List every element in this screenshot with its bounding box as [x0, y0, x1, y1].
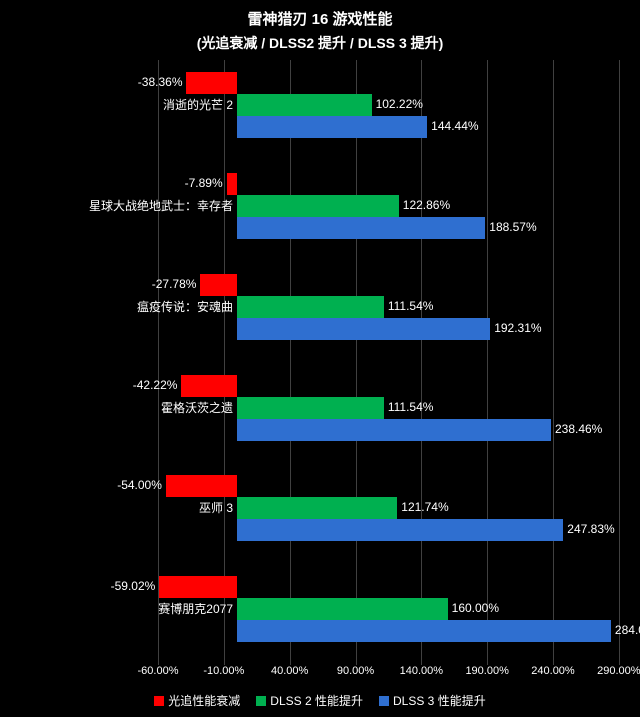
legend: 光追性能衰减 DLSS 2 性能提升 DLSS 3 性能提升	[0, 692, 640, 709]
bar-rt_drop	[186, 72, 237, 94]
game-group: -27.78%111.54%瘟疫传说：安魂曲192.31%	[158, 274, 632, 375]
x-tick-label: -60.00%	[138, 665, 179, 677]
game-name-label: 赛博朋克2077	[4, 598, 233, 620]
bar-value-label: 192.31%	[494, 321, 541, 335]
bar-value-label: 160.00%	[452, 601, 499, 615]
bar-dlss3	[237, 620, 611, 642]
bar-value-label: 247.83%	[567, 522, 614, 536]
bar-value-label: -38.36%	[138, 75, 183, 89]
bar-dlss2	[237, 195, 399, 217]
legend-item: 光追性能衰减	[154, 692, 240, 709]
bar-value-label: 144.44%	[431, 119, 478, 133]
game-name-label: 瘟疫传说：安魂曲	[4, 296, 233, 318]
game-name-label: 消逝的光芒 2	[4, 94, 233, 116]
title-block: 雷神猎刃 16 游戏性能 (光追衰减 / DLSS2 提升 / DLSS 3 提…	[0, 0, 640, 53]
chart-container: 雷神猎刃 16 游戏性能 (光追衰减 / DLSS2 提升 / DLSS 3 提…	[0, 0, 640, 717]
legend-label: DLSS 3 性能提升	[393, 694, 486, 708]
game-group: -59.02%160.00%赛博朋克2077284.00%	[158, 576, 632, 677]
chart-subtitle: (光追衰减 / DLSS2 提升 / DLSS 3 提升)	[0, 33, 640, 53]
bar-rt_drop	[159, 576, 237, 598]
bar-value-label: 188.57%	[489, 220, 536, 234]
game-group: -7.89%122.86%星球大战绝地武士：幸存者188.57%	[158, 173, 632, 274]
bar-value-label: -27.78%	[152, 277, 197, 291]
bar-value-label: 111.54%	[388, 299, 434, 313]
legend-swatch	[379, 696, 389, 706]
legend-label: DLSS 2 性能提升	[270, 694, 363, 708]
bar-dlss2	[237, 598, 448, 620]
legend-swatch	[256, 696, 266, 706]
game-group: -38.36%102.22%消逝的光芒 2144.44%	[158, 72, 632, 173]
bar-value-label: -54.00%	[117, 478, 162, 492]
x-tick-label: 90.00%	[337, 665, 374, 677]
x-tick-label: 240.00%	[531, 665, 574, 677]
legend-swatch	[154, 696, 164, 706]
bar-dlss2	[237, 497, 397, 519]
bar-dlss3	[237, 217, 485, 239]
bar-value-label: -7.89%	[185, 176, 223, 190]
x-tick-label: 40.00%	[271, 665, 308, 677]
bar-rt_drop	[227, 173, 237, 195]
legend-item: DLSS 3 性能提升	[379, 692, 486, 709]
bar-dlss2	[237, 296, 384, 318]
game-name-label: 巫师 3	[4, 497, 233, 519]
bar-dlss2	[237, 94, 372, 116]
bar-rt_drop	[166, 475, 237, 497]
bar-value-label: -59.02%	[111, 579, 156, 593]
bar-value-label: -42.22%	[133, 378, 178, 392]
game-group: -54.00%121.74%巫师 3247.83%	[158, 475, 632, 576]
bar-dlss3	[237, 519, 563, 541]
x-axis: -60.00%-10.00%40.00%90.00%140.00%190.00%…	[158, 665, 632, 685]
bar-rt_drop	[181, 375, 237, 397]
x-tick-label: 290.00%	[597, 665, 640, 677]
x-tick-label: 140.00%	[400, 665, 443, 677]
legend-item: DLSS 2 性能提升	[256, 692, 363, 709]
bar-dlss2	[237, 397, 384, 419]
bar-value-label: 111.54%	[388, 400, 434, 414]
bar-value-label: 122.86%	[403, 198, 450, 212]
bar-value-label: 121.74%	[401, 500, 448, 514]
bar-dlss3	[237, 116, 427, 138]
bar-dlss3	[237, 318, 490, 340]
bar-value-label: 238.46%	[555, 422, 602, 436]
game-name-label: 霍格沃茨之遗	[4, 397, 233, 419]
game-name-label: 星球大战绝地武士：幸存者	[4, 195, 233, 217]
x-tick-label: 190.00%	[465, 665, 508, 677]
x-tick-label: -10.00%	[203, 665, 244, 677]
legend-label: 光追性能衰减	[168, 694, 240, 708]
bar-value-label: 284.00%	[615, 623, 640, 637]
bar-dlss3	[237, 419, 551, 441]
plot-area: -38.36%102.22%消逝的光芒 2144.44% -7.89% 122.86…	[158, 60, 632, 665]
bar-rt_drop	[200, 274, 237, 296]
bar-value-label: 102.22%	[376, 97, 423, 111]
chart-title: 雷神猎刃 16 游戏性能	[0, 8, 640, 29]
game-group: -42.22%111.54%霍格沃茨之遗238.46%	[158, 375, 632, 476]
